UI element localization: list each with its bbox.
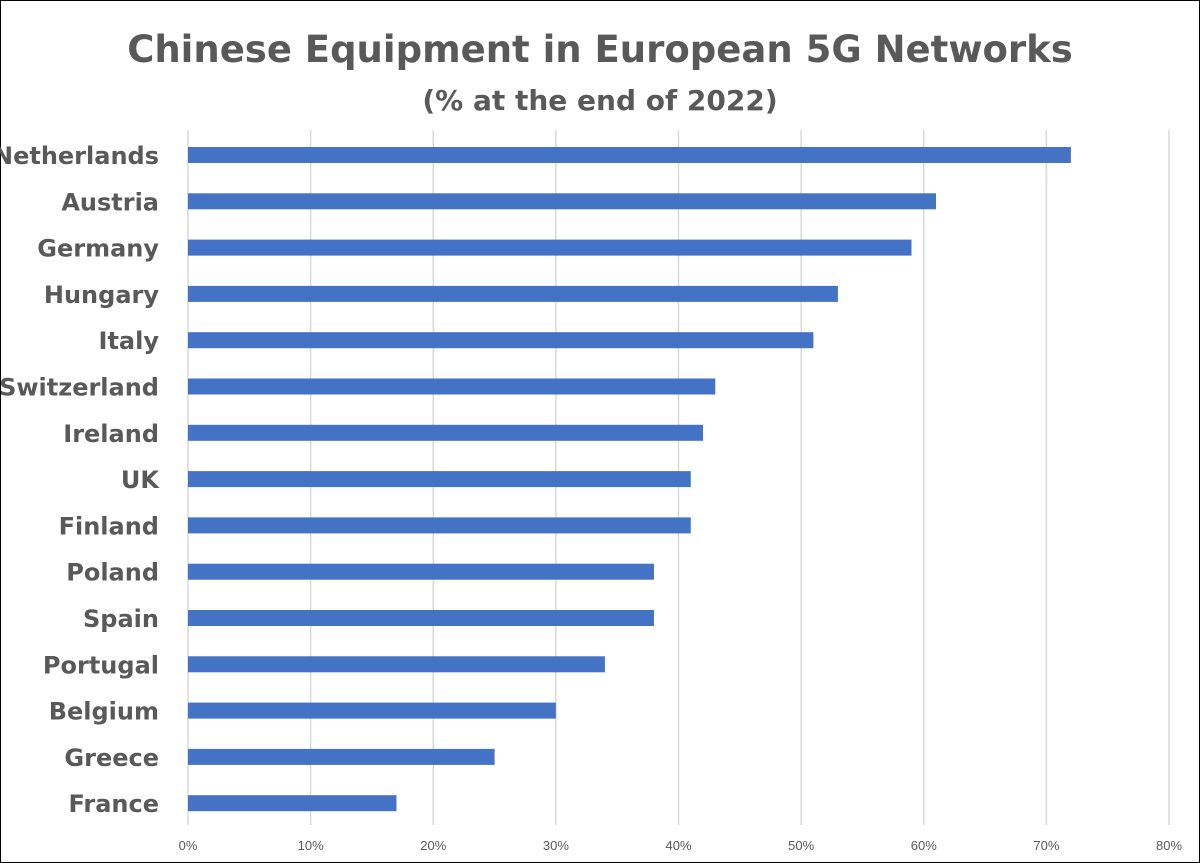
x-tick-label: 60%: [911, 838, 937, 853]
x-tick-label: 70%: [1033, 838, 1059, 853]
y-category-label: Germany: [37, 235, 159, 263]
x-tick-label: 80%: [1156, 838, 1182, 853]
bar-finland: [188, 517, 691, 534]
bar-belgium: [188, 702, 556, 719]
y-category-label: Poland: [66, 559, 159, 587]
y-category-label: Finland: [59, 512, 159, 540]
y-category-label: Switzerland: [0, 374, 159, 402]
y-category-label: Spain: [83, 605, 159, 633]
x-tick-label: 0%: [179, 838, 198, 853]
bar-portugal: [188, 656, 605, 673]
chart-subtitle: (% at the end of 2022): [422, 84, 778, 117]
bar-hungary: [188, 285, 838, 302]
bar-switzerland: [188, 378, 716, 395]
bar-poland: [188, 563, 654, 580]
bar-netherlands: [188, 147, 1071, 163]
y-category-label: Hungary: [44, 281, 159, 309]
bar-austria: [188, 193, 937, 210]
y-category-label: Netherlands: [0, 142, 159, 170]
bar-uk: [188, 471, 691, 488]
x-tick-label: 50%: [788, 838, 814, 853]
x-tick-label: 40%: [665, 838, 691, 853]
y-category-label: France: [69, 790, 159, 818]
x-tick-label: 10%: [298, 838, 324, 853]
y-category-label: Portugal: [43, 651, 159, 679]
chart-title: Chinese Equipment in European 5G Network…: [127, 28, 1073, 71]
bar-germany: [188, 239, 912, 256]
y-category-label: Italy: [99, 327, 160, 355]
bar-italy: [188, 332, 814, 349]
bar-spain: [188, 610, 654, 626]
y-category-label: Belgium: [49, 698, 159, 726]
y-category-label: Greece: [64, 744, 159, 772]
y-category-label: Ireland: [63, 420, 159, 448]
bar-france: [188, 795, 397, 812]
x-tick-label: 30%: [543, 838, 569, 853]
x-tick-label: 20%: [420, 838, 446, 853]
bar-greece: [188, 748, 495, 765]
y-category-label: Austria: [61, 188, 159, 216]
y-category-label: UK: [121, 466, 160, 494]
bar-ireland: [188, 424, 704, 441]
